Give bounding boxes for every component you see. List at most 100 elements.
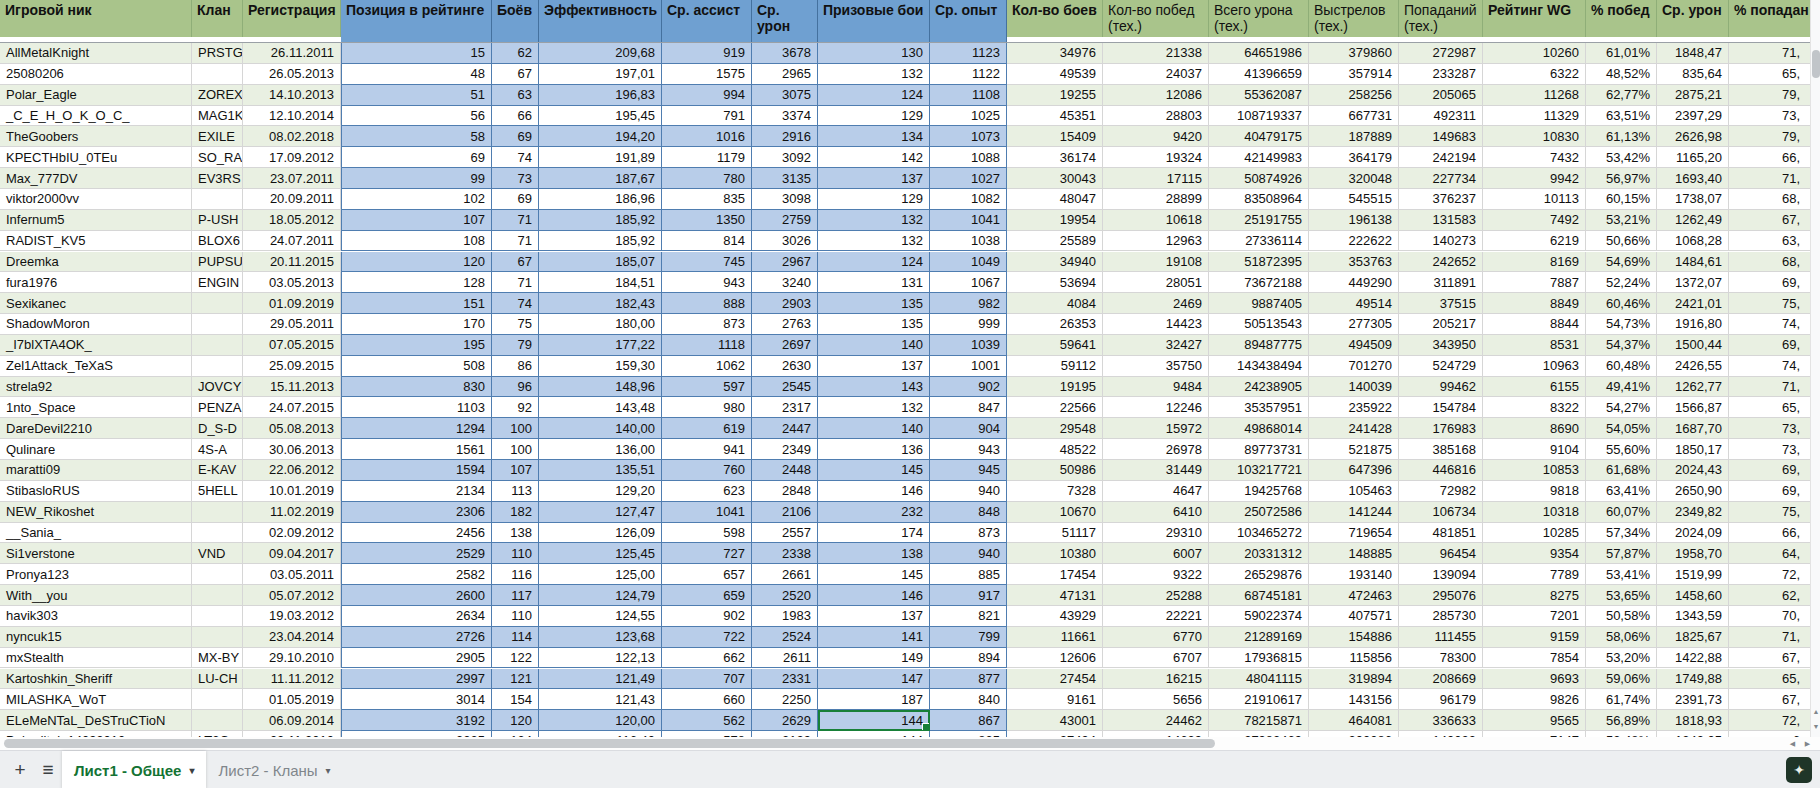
cell[interactable]: 196,83 <box>539 85 662 106</box>
cell[interactable]: 113 <box>492 481 539 502</box>
cell[interactable]: 48,52% <box>1586 64 1657 85</box>
cell[interactable]: 61,68% <box>1586 460 1657 481</box>
cell[interactable]: 65, <box>1729 669 1810 690</box>
cell[interactable]: 131 <box>818 272 930 293</box>
cell[interactable]: 760 <box>662 460 752 481</box>
cell[interactable]: 780 <box>662 168 752 189</box>
cell[interactable]: 67, <box>1729 689 1810 710</box>
cell[interactable]: 10618 <box>1103 210 1209 231</box>
cell[interactable]: 79, <box>1729 85 1810 106</box>
cell[interactable]: MX-BY <box>192 648 243 669</box>
cell[interactable]: 49,41% <box>1586 377 1657 398</box>
cell[interactable]: 2024,43 <box>1657 460 1729 481</box>
cell[interactable]: Dreemka <box>0 252 192 273</box>
cell[interactable]: 69, <box>1729 335 1810 356</box>
cell[interactable]: 5656 <box>1103 689 1209 710</box>
cell[interactable]: 154784 <box>1399 397 1483 418</box>
cell[interactable]: 1082 <box>930 189 1007 210</box>
cell[interactable]: 56,97% <box>1586 168 1657 189</box>
cell[interactable]: 2338 <box>752 543 818 564</box>
cell[interactable]: 6707 <box>1103 648 1209 669</box>
cell[interactable]: 873 <box>662 314 752 335</box>
cell[interactable]: PUPSU <box>192 252 243 273</box>
cell[interactable]: 142 <box>818 147 930 168</box>
cell[interactable]: 129 <box>818 106 930 127</box>
cell[interactable]: VND <box>192 543 243 564</box>
cell[interactable]: 55362087 <box>1209 85 1309 106</box>
cell[interactable] <box>192 627 243 648</box>
cell[interactable]: 50513543 <box>1209 314 1309 335</box>
column-header-total-battles[interactable]: Кол-во боев <box>1007 0 1103 37</box>
cell[interactable]: 945 <box>930 460 1007 481</box>
cell[interactable]: 11.02.2019 <box>243 502 341 523</box>
column-header-rating-position[interactable]: Позиция в рейтинге <box>341 0 492 42</box>
cell[interactable]: 54,69% <box>1586 252 1657 273</box>
cell[interactable]: 19195 <box>1007 377 1103 398</box>
cell[interactable]: 187889 <box>1309 126 1399 147</box>
cell[interactable]: 623 <box>662 481 752 502</box>
cell[interactable]: 1041 <box>662 502 752 523</box>
cell[interactable]: 19954 <box>1007 210 1103 231</box>
cell[interactable]: 72, <box>1729 710 1810 731</box>
cell[interactable]: 3678 <box>752 43 818 64</box>
cell[interactable]: 135,51 <box>539 460 662 481</box>
scroll-left-icon[interactable]: ◀ <box>1786 738 1799 749</box>
cell[interactable]: 140273 <box>1399 231 1483 252</box>
cell[interactable]: 10.01.2019 <box>243 481 341 502</box>
cell[interactable]: 185,92 <box>539 231 662 252</box>
cell[interactable]: 3240 <box>752 272 818 293</box>
cell[interactable]: 17936815 <box>1209 648 1309 669</box>
column-header-hit-percent[interactable]: % попадан <box>1729 0 1810 37</box>
cell[interactable]: 22.06.2012 <box>243 460 341 481</box>
cell[interactable]: 848 <box>930 502 1007 523</box>
cell[interactable]: 65, <box>1729 64 1810 85</box>
cell[interactable]: ZOREX <box>192 85 243 106</box>
cell[interactable]: 1825,67 <box>1657 627 1729 648</box>
cell[interactable]: 122,13 <box>539 648 662 669</box>
cell[interactable]: 96 <box>492 377 539 398</box>
cell[interactable]: 21338 <box>1103 43 1209 64</box>
cell[interactable]: 10670 <box>1007 502 1103 523</box>
cell[interactable]: 50874926 <box>1209 168 1309 189</box>
cell[interactable]: 2397,29 <box>1657 106 1729 127</box>
cell[interactable]: 12086 <box>1103 85 1209 106</box>
cell[interactable]: 03.05.2011 <box>243 564 341 585</box>
cell[interactable]: 89487775 <box>1209 335 1309 356</box>
cell[interactable]: 3092 <box>752 147 818 168</box>
cell[interactable]: 60,48% <box>1586 356 1657 377</box>
cell[interactable]: 722 <box>662 627 752 648</box>
cell[interactable]: havik303 <box>0 606 192 627</box>
cell[interactable]: 6007 <box>1103 543 1209 564</box>
cell[interactable]: 2848 <box>752 481 818 502</box>
cell[interactable]: 62 <box>492 43 539 64</box>
cell[interactable]: 7789 <box>1483 564 1586 585</box>
cell[interactable]: 66 <box>492 106 539 127</box>
cell[interactable]: 336633 <box>1399 710 1483 731</box>
cell[interactable]: 52,24% <box>1586 272 1657 293</box>
cell[interactable]: 357914 <box>1309 64 1399 85</box>
cell[interactable]: 26.05.2013 <box>243 64 341 85</box>
cell[interactable]: 140,00 <box>539 418 662 439</box>
cell[interactable]: MILASHKA_WoT <box>0 689 192 710</box>
cell[interactable]: 2600 <box>341 585 492 606</box>
cell[interactable]: 2557 <box>752 523 818 544</box>
cell[interactable]: viktor2000vv <box>0 189 192 210</box>
cell[interactable]: 105463 <box>1309 481 1399 502</box>
cell[interactable]: 11268 <box>1483 85 1586 106</box>
cell[interactable]: 48522 <box>1007 439 1103 460</box>
cell[interactable]: 1484,61 <box>1657 252 1729 273</box>
cell[interactable]: KPECTHbIU_0TEu <box>0 147 192 168</box>
cell[interactable]: 70, <box>1729 606 1810 627</box>
cell[interactable]: 21289169 <box>1209 627 1309 648</box>
cell[interactable]: Zel1Attack_TeXaS <box>0 356 192 377</box>
cell[interactable]: 103465272 <box>1209 523 1309 544</box>
cell[interactable]: 83508964 <box>1209 189 1309 210</box>
cell[interactable]: 69, <box>1729 481 1810 502</box>
scroll-down-icon[interactable]: ▼ <box>1811 719 1820 733</box>
cell[interactable]: 8690 <box>1483 418 1586 439</box>
cell[interactable]: 67, <box>1729 210 1810 231</box>
cell[interactable]: 1038 <box>930 231 1007 252</box>
cell[interactable]: 174 <box>818 523 930 544</box>
cell[interactable]: 943 <box>662 272 752 293</box>
cell[interactable]: 86 <box>492 356 539 377</box>
